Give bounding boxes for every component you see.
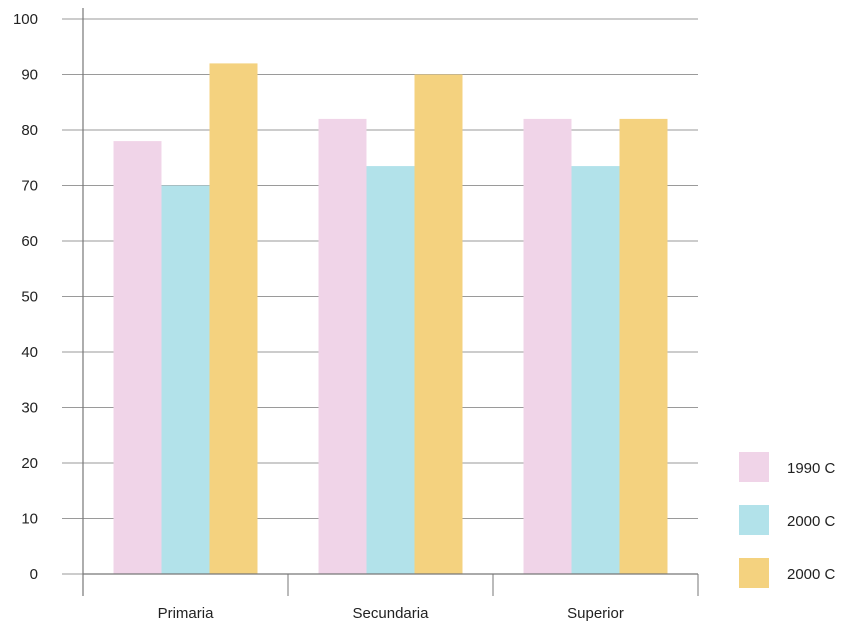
- bar-superior-series-1: [523, 118, 572, 575]
- y-tick-label: 20: [21, 455, 38, 472]
- axes: [82, 8, 699, 596]
- bar-superior-series-3: [619, 118, 668, 575]
- legend-label: 2000 C: [787, 566, 836, 583]
- bar-secundaria-series-3: [414, 74, 463, 574]
- y-tick-label: 80: [21, 122, 38, 139]
- bar-superior-series-2: [571, 166, 620, 574]
- legend: 1990 C 2000 C 2000 C: [739, 452, 836, 588]
- x-category-label: Secundaria: [353, 605, 430, 622]
- y-axis-ticks: 0 10 20 30 40 50 60 70 80 90 100: [13, 11, 38, 583]
- y-tick-label: 0: [30, 566, 38, 583]
- bar-primaria-series-2: [161, 185, 210, 574]
- y-tick-label: 10: [21, 511, 38, 528]
- legend-swatch: [739, 452, 769, 482]
- bar-primaria-series-1: [113, 141, 162, 574]
- y-tick-label: 30: [21, 400, 38, 417]
- y-tick-label: 100: [13, 11, 38, 28]
- bar-secundaria-series-2: [366, 166, 415, 574]
- y-tick-label: 70: [21, 178, 38, 195]
- y-tick-label: 90: [21, 67, 38, 84]
- legend-swatch: [739, 505, 769, 535]
- bar-secundaria-series-1: [318, 118, 367, 575]
- bar-primaria-series-3: [209, 63, 258, 575]
- legend-label: 1990 C: [787, 460, 836, 477]
- y-tick-label: 40: [21, 344, 38, 361]
- y-tick-label: 60: [21, 233, 38, 250]
- legend-label: 2000 C: [787, 513, 836, 530]
- x-category-label: Primaria: [158, 605, 214, 622]
- x-axis-ticks: Primaria Secundaria Superior: [158, 605, 624, 622]
- legend-swatch: [739, 558, 769, 588]
- y-tick-label: 50: [21, 289, 38, 306]
- bars: [113, 63, 668, 575]
- x-category-label: Superior: [567, 605, 624, 622]
